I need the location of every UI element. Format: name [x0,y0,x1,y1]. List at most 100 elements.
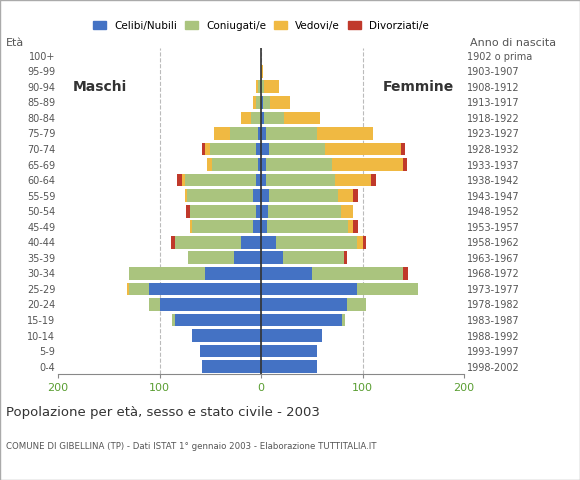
Bar [353,189,358,202]
Bar [214,127,230,140]
Bar [403,267,408,280]
Bar [268,205,341,217]
Bar [210,143,256,156]
Bar [192,220,253,233]
Bar [261,205,268,217]
Bar [185,174,256,187]
Bar [205,267,261,280]
Bar [256,205,261,217]
Bar [186,205,190,217]
Bar [261,329,322,342]
Bar [175,313,261,326]
Bar [263,96,270,109]
Bar [335,174,371,187]
Bar [261,127,266,140]
Bar [261,96,263,109]
Bar [175,236,241,249]
Bar [230,127,258,140]
Text: Anno di nascita: Anno di nascita [470,38,556,48]
Bar [188,252,234,264]
Bar [261,252,283,264]
Bar [261,360,317,373]
Bar [371,174,376,187]
Bar [261,143,269,156]
Bar [338,189,353,202]
Bar [261,313,342,326]
Bar [256,81,258,93]
Bar [264,111,284,124]
Bar [341,205,353,217]
Bar [256,174,261,187]
Bar [403,158,407,171]
Bar [357,236,362,249]
Bar [261,111,264,124]
Bar [261,267,311,280]
Bar [342,313,345,326]
Bar [149,283,261,295]
Bar [190,205,256,217]
Bar [185,189,187,202]
Bar [261,65,263,78]
Bar [241,111,251,124]
Bar [200,345,261,358]
Bar [261,345,317,358]
Bar [258,158,261,171]
Bar [276,236,357,249]
Bar [283,252,344,264]
Bar [266,174,335,187]
Bar [269,189,338,202]
Bar [129,283,149,295]
Bar [234,252,261,264]
Bar [241,236,261,249]
Bar [182,174,185,187]
Bar [264,81,280,93]
Bar [266,158,332,171]
Bar [347,298,365,311]
Bar [207,158,212,171]
Bar [258,81,261,93]
Text: Popolazione per età, sesso e stato civile - 2003: Popolazione per età, sesso e stato civil… [6,406,320,419]
Bar [284,111,320,124]
Bar [266,127,317,140]
Bar [258,127,261,140]
Bar [261,283,357,295]
Bar [348,220,353,233]
Bar [205,143,210,156]
Bar [362,236,365,249]
Bar [202,143,205,156]
Bar [160,298,261,311]
Bar [129,267,205,280]
Bar [253,189,261,202]
Text: Maschi: Maschi [73,80,128,94]
Bar [212,158,258,171]
Legend: Celibi/Nubili, Coniugati/e, Vedovi/e, Divorziati/e: Celibi/Nubili, Coniugati/e, Vedovi/e, Di… [93,21,429,31]
Bar [187,189,253,202]
Bar [177,174,182,187]
Bar [127,283,129,295]
Bar [172,313,175,326]
Text: Femmine: Femmine [383,80,454,94]
Bar [253,220,261,233]
Bar [261,189,269,202]
Bar [401,143,405,156]
Text: Età: Età [6,38,24,48]
Bar [261,174,266,187]
Bar [261,158,266,171]
Bar [357,283,418,295]
Bar [256,143,261,156]
Bar [171,236,175,249]
Bar [256,96,261,109]
Bar [190,220,192,233]
Bar [344,252,347,264]
Bar [261,81,264,93]
Bar [261,298,347,311]
Bar [149,298,160,311]
Bar [325,143,401,156]
Bar [269,143,325,156]
Bar [192,329,261,342]
Bar [353,220,358,233]
Text: COMUNE DI GIBELLINA (TP) - Dati ISTAT 1° gennaio 2003 - Elaborazione TUTTITALIA.: COMUNE DI GIBELLINA (TP) - Dati ISTAT 1°… [6,442,376,451]
Bar [202,360,261,373]
Bar [270,96,291,109]
Bar [332,158,403,171]
